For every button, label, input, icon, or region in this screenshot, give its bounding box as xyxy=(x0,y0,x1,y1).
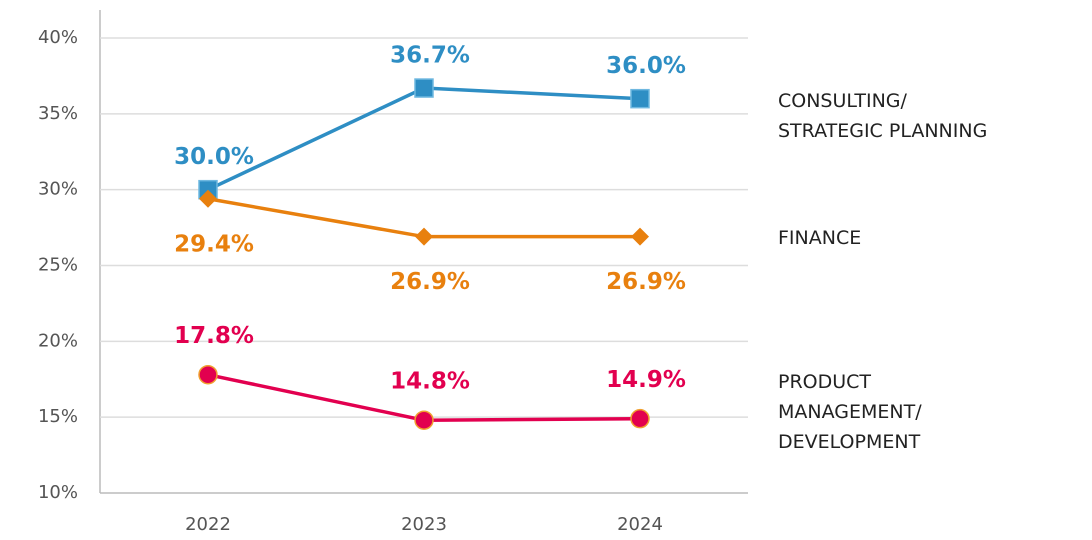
data-label: 26.9% xyxy=(390,269,470,295)
data-label: 17.8% xyxy=(174,323,254,349)
marker xyxy=(414,78,434,98)
marker xyxy=(198,364,218,385)
marker xyxy=(630,408,650,429)
data-label: 30.0% xyxy=(174,144,254,170)
legend-label: PRODUCT MANAGEMENT/DEVELOPMENT xyxy=(778,371,922,453)
y-tick-label: 10% xyxy=(38,482,78,503)
legend-line: STRATEGIC PLANNING xyxy=(778,120,987,142)
x-tick-label: 2023 xyxy=(401,514,447,535)
legend-line: PRODUCT xyxy=(778,371,871,393)
series-line xyxy=(207,86,641,192)
legend-line: DEVELOPMENT xyxy=(778,431,921,453)
legend-line: FINANCE xyxy=(778,227,861,249)
data-label: 14.8% xyxy=(390,369,470,395)
y-tick-label: 20% xyxy=(38,330,78,351)
legend-label: CONSULTING/STRATEGIC PLANNING xyxy=(778,90,987,142)
marker xyxy=(631,227,649,246)
y-tick-label: 30% xyxy=(38,179,78,200)
marker xyxy=(415,227,433,246)
data-label: 29.4% xyxy=(174,231,254,257)
data-label: 36.0% xyxy=(606,53,686,79)
x-tick-label: 2022 xyxy=(185,514,231,535)
marker xyxy=(630,88,650,109)
data-label: 26.9% xyxy=(606,269,686,295)
marker xyxy=(199,189,217,208)
y-tick-label: 35% xyxy=(38,103,78,124)
y-tick-label: 15% xyxy=(38,406,78,427)
y-tick-label: 25% xyxy=(38,255,78,276)
legend-label: FINANCE xyxy=(778,227,861,249)
legend-line: MANAGEMENT/ xyxy=(778,401,922,423)
marker xyxy=(414,410,434,430)
y-tick-label: 40% xyxy=(38,27,78,48)
data-label: 14.9% xyxy=(606,367,686,393)
x-tick-label: 2024 xyxy=(617,514,663,535)
legend-line: CONSULTING/ xyxy=(778,90,908,112)
data-label: 36.7% xyxy=(390,43,470,69)
